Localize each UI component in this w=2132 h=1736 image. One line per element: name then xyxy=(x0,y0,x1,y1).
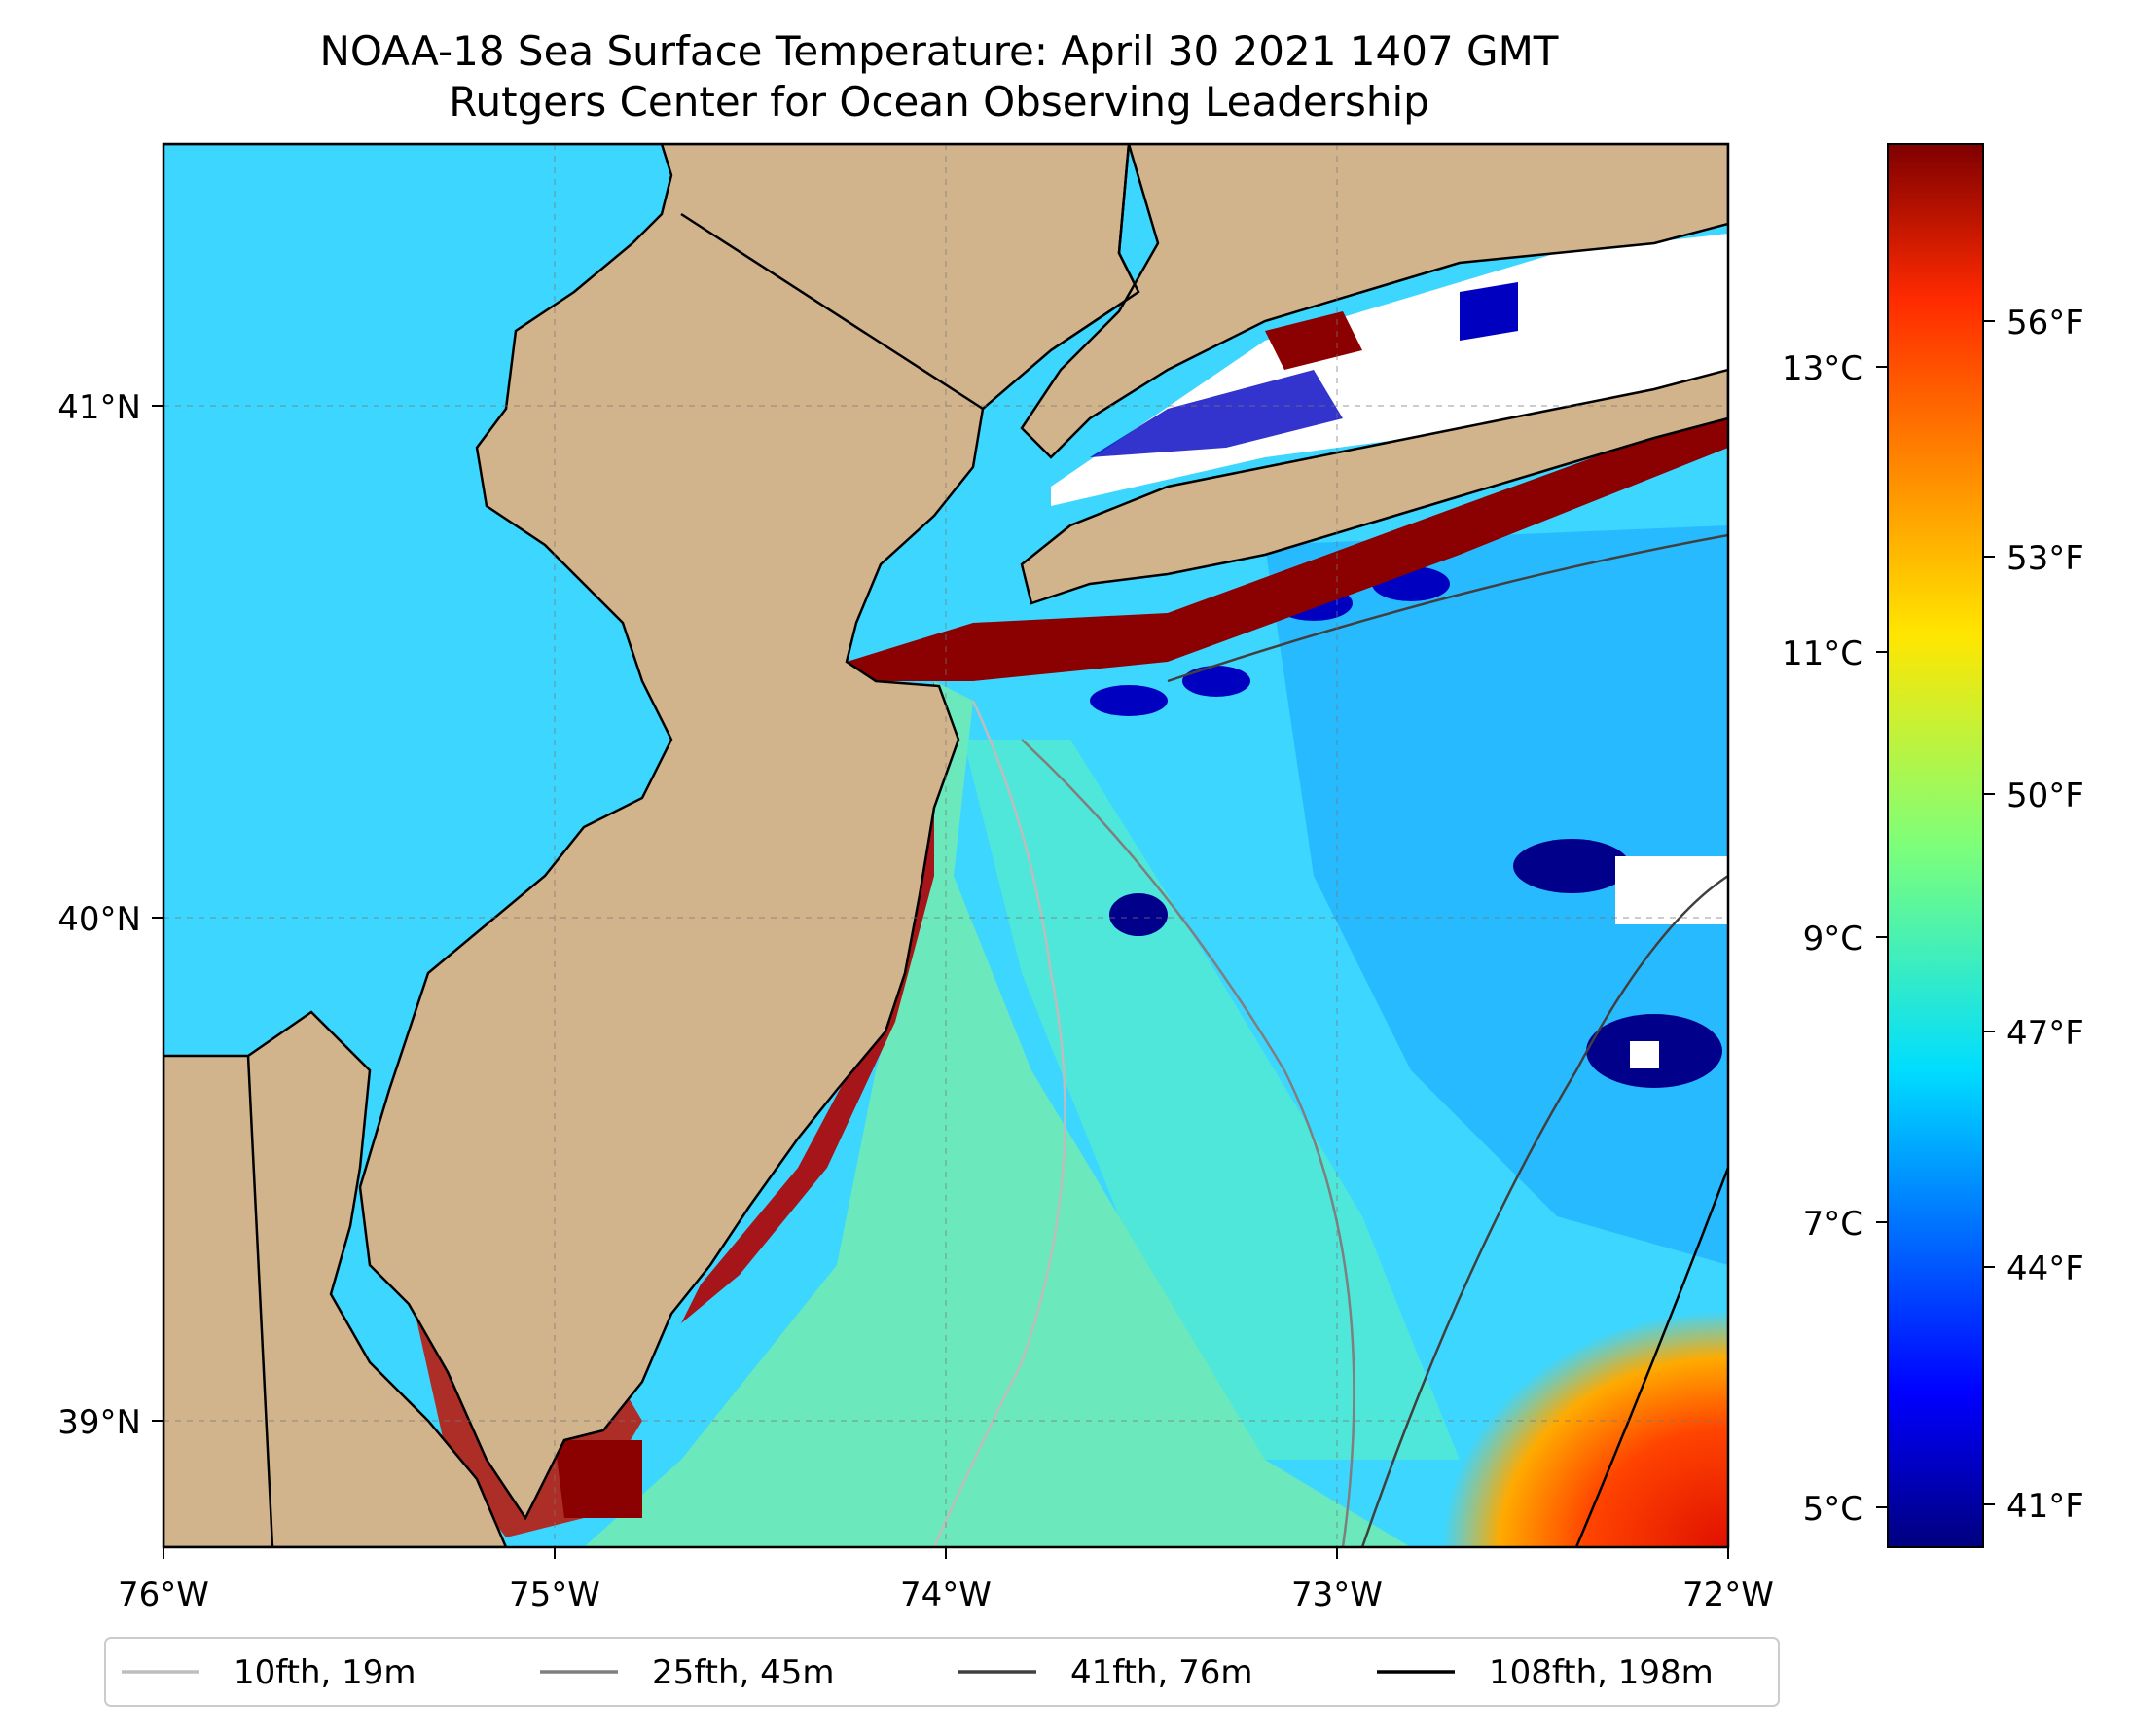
lat-tick-label: 40°N xyxy=(57,900,141,939)
no-data-area xyxy=(1615,856,1728,924)
celsius-tick-label: 9°C xyxy=(1803,920,1863,958)
fahrenheit-tick-label: 41°F xyxy=(2006,1487,2084,1526)
map-gridlines xyxy=(163,144,1728,1547)
land-new-york-connecticut xyxy=(1020,144,1728,459)
land-long-island xyxy=(1020,368,1728,605)
lon-tick-label: 73°W xyxy=(1291,1575,1383,1614)
map-title: NOAA-18 Sea Surface Temperature: April 3… xyxy=(319,27,1559,75)
warm-patch xyxy=(1411,1284,1728,1547)
land-new-jersey-pennsylvania xyxy=(163,144,1140,1521)
lat-tick-label: 39°N xyxy=(57,1403,141,1442)
celsius-tick-label: 5°C xyxy=(1803,1490,1863,1529)
fahrenheit-tick-label: 50°F xyxy=(2006,777,2084,815)
cold-patch xyxy=(1513,839,1630,893)
fahrenheit-tick-label: 44°F xyxy=(2006,1249,2084,1288)
contour-108fth xyxy=(1574,1167,1728,1547)
legend-label: 25fth, 45m xyxy=(652,1653,835,1692)
coastal-hot-band xyxy=(847,409,1728,681)
land-delaware xyxy=(163,1010,508,1547)
legend-label: 108fth, 198m xyxy=(1489,1653,1714,1692)
contour-25fth xyxy=(1021,739,1355,1547)
lon-tick-label: 75°W xyxy=(509,1575,600,1614)
nearshore-warm-band xyxy=(584,681,1411,1547)
fahrenheit-tick-label: 53°F xyxy=(2006,539,2084,578)
map-panel xyxy=(163,144,1728,1547)
contour-legend xyxy=(104,1637,1780,1707)
lat-tick-label: 41°N xyxy=(57,388,141,427)
celsius-tick-label: 7°C xyxy=(1803,1205,1863,1244)
celsius-tick-label: 13°C xyxy=(1782,349,1863,388)
lon-tick-label: 74°W xyxy=(900,1575,992,1614)
legend-label: 41fth, 76m xyxy=(1070,1653,1253,1692)
celsius-tick-label: 11°C xyxy=(1782,634,1863,673)
contour-10fth xyxy=(932,700,1066,1547)
offshore-cool-region xyxy=(1265,525,1728,1265)
colorbar xyxy=(1887,143,1984,1548)
contour-41fth xyxy=(1167,533,1728,1547)
map-subtitle: Rutgers Center for Ocean Observing Leade… xyxy=(449,78,1429,126)
legend-label: 10fth, 19m xyxy=(234,1653,416,1692)
lon-tick-label: 76°W xyxy=(118,1575,209,1614)
lon-tick-label: 72°W xyxy=(1682,1575,1774,1614)
fahrenheit-tick-label: 47°F xyxy=(2006,1014,2084,1053)
fahrenheit-tick-label: 56°F xyxy=(2006,304,2084,343)
